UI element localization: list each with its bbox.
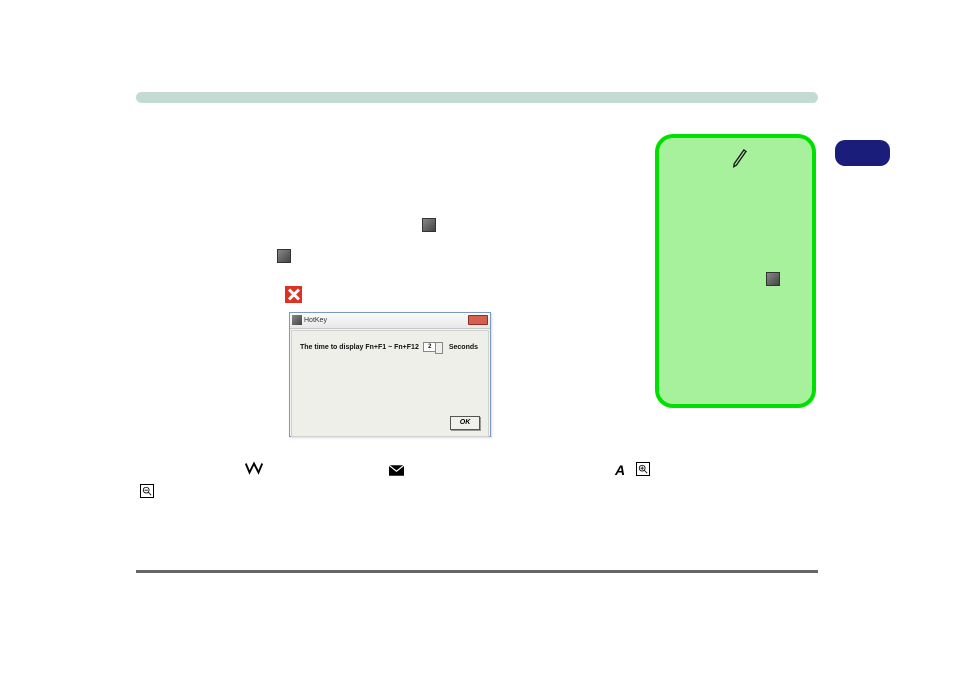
mail-icon [389,463,404,481]
tray-icon [766,272,780,286]
tray-icon [422,218,436,232]
dialog-text-row: The time to display Fn+F1 ~ Fn+F12 2 Sec… [300,342,478,352]
footer-divider [136,570,818,573]
seconds-label: Seconds [449,344,478,351]
wireless-icon [245,461,263,478]
zoom-in-icon [636,462,650,476]
dialog-title: HotKey [304,317,327,324]
dialog-titlebar: HotKey [290,313,490,329]
search-letter-icon: A [615,462,625,478]
disabled-x-icon [285,286,302,303]
tray-icon [277,249,291,263]
pen-icon [728,144,755,175]
seconds-spinner[interactable]: 2 [423,342,437,352]
close-icon[interactable] [468,315,488,325]
ok-button[interactable]: OK [450,416,480,430]
zoom-out-icon [140,484,154,498]
dialog-body-text: The time to display Fn+F1 ~ Fn+F12 [300,344,419,351]
dialog-app-icon [292,315,302,325]
side-tab [835,140,890,166]
dialog-body: The time to display Fn+F1 ~ Fn+F12 2 Sec… [291,330,489,437]
hotkey-dialog: HotKey The time to display Fn+F1 ~ Fn+F1… [289,312,491,437]
header-bar [136,92,818,103]
